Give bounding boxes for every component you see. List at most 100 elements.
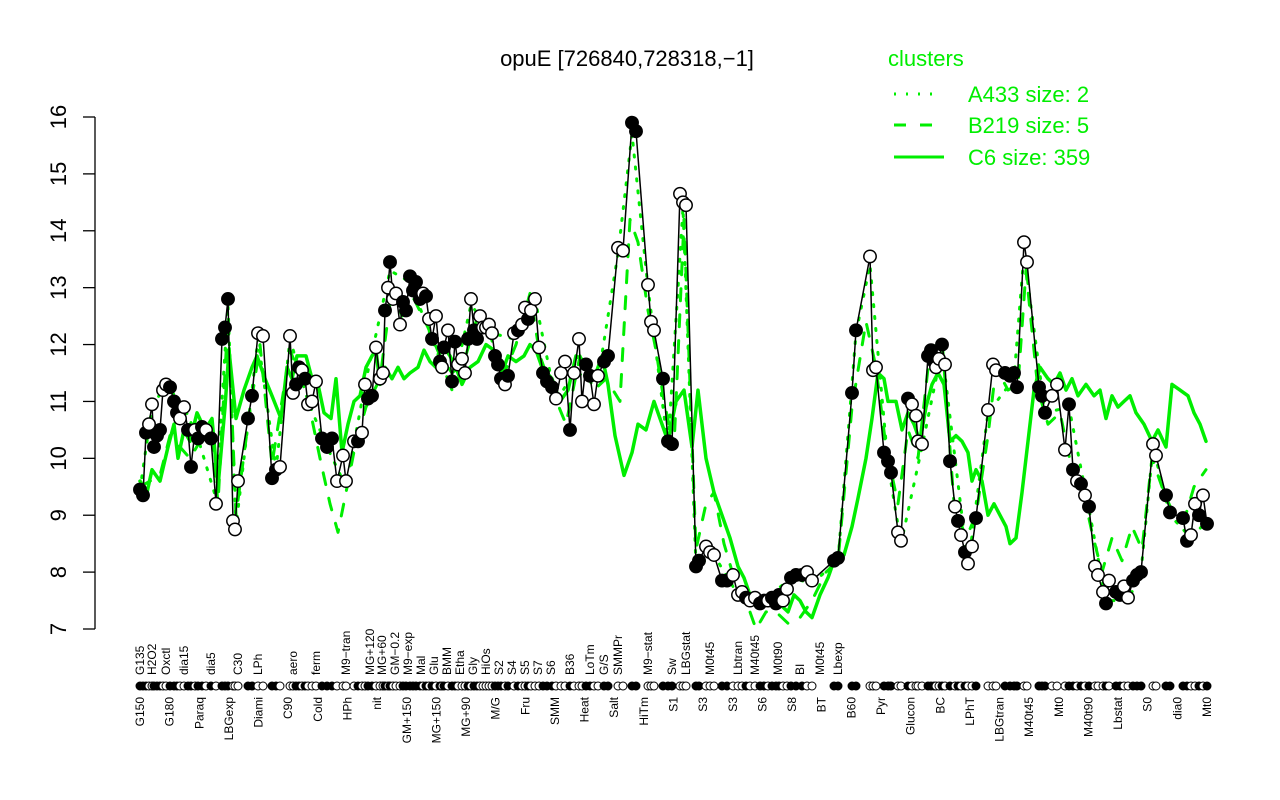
y-tick-label: 10 — [46, 446, 71, 470]
x-label-bottom: Paraq — [192, 697, 206, 729]
data-point — [184, 459, 198, 474]
data-point — [579, 357, 593, 372]
data-point — [549, 391, 563, 406]
x-label-top: G/S — [597, 654, 611, 675]
x-label-bottom: S3 — [726, 697, 740, 712]
data-point — [358, 377, 372, 392]
x-label-top: MG+120 — [363, 628, 377, 675]
x-label-bottom: LPhT — [963, 696, 977, 725]
x-label-bottom: M40t45 — [1022, 697, 1036, 737]
x-label-top: SMMPr — [611, 635, 625, 675]
rug-marker — [971, 681, 981, 691]
x-label-bottom: Lbstat — [1111, 696, 1125, 729]
data-point — [1134, 565, 1148, 580]
x-label-bottom: LBGtran — [993, 697, 1007, 742]
data-point — [147, 440, 161, 454]
data-point — [365, 388, 379, 403]
rug-marker — [807, 681, 817, 691]
x-label-top: Lbexp — [831, 642, 845, 675]
x-label-top: MG+60 — [375, 635, 389, 675]
legend: clusters A433 size: 2 B219 size: 5 C6 si… — [888, 46, 1090, 170]
data-point — [849, 323, 863, 338]
rug-marker — [618, 681, 628, 691]
data-point — [221, 292, 235, 306]
data-point — [1149, 448, 1163, 463]
data-point — [776, 593, 790, 608]
data-point — [591, 368, 605, 383]
data-point — [1010, 380, 1024, 395]
x-label-top: M0t45 — [703, 641, 717, 675]
data-point — [905, 397, 919, 412]
data-point — [656, 371, 670, 386]
data-point — [1163, 505, 1177, 520]
data-point — [938, 357, 952, 372]
x-label-top: Gly — [466, 657, 480, 675]
y-tick-label: 12 — [46, 332, 71, 356]
x-label-top: M9−exp — [401, 632, 415, 675]
x-label-bottom: Diami — [252, 697, 266, 728]
y-tick-label: 14 — [46, 219, 71, 243]
data-point — [575, 394, 589, 409]
data-point — [884, 465, 898, 480]
x-label-top: BI — [793, 664, 807, 675]
data-point — [629, 124, 643, 139]
data-point — [1146, 437, 1160, 452]
x-label-top: M9−stat — [641, 631, 655, 675]
data-point — [491, 357, 505, 372]
data-point — [355, 425, 369, 440]
rug-marker — [1202, 681, 1212, 691]
data-point — [218, 320, 232, 335]
x-label-top: GM−0.2 — [388, 632, 402, 675]
data-point — [445, 374, 459, 389]
data-point — [558, 354, 572, 369]
data-point — [309, 374, 323, 389]
chart-title: opuE [726840,728318,−1] — [500, 46, 754, 71]
data-point — [1038, 405, 1052, 420]
rug-marker — [681, 681, 691, 691]
data-point — [325, 431, 339, 446]
x-label-bottom: BT — [815, 696, 829, 712]
x-label-bottom: SMM — [548, 697, 562, 725]
x-label-bottom: C90 — [281, 697, 295, 719]
data-point — [1078, 488, 1092, 503]
rug-marker — [341, 681, 351, 691]
x-label-top: M40t45 — [748, 635, 762, 675]
rug-marker — [709, 681, 719, 691]
x-label-top: BMM — [440, 647, 454, 675]
data-point — [173, 411, 187, 426]
x-label-top: LoTm — [583, 644, 597, 675]
data-point — [545, 380, 559, 395]
data-point — [209, 496, 223, 511]
x-label-bottom: MG+150 — [429, 697, 443, 744]
data-point — [831, 550, 845, 565]
data-point — [587, 397, 601, 412]
data-point — [1159, 488, 1173, 503]
data-point — [145, 397, 159, 412]
data-point — [948, 499, 962, 514]
x-label-top: HiOs — [479, 648, 493, 675]
data-point — [429, 309, 443, 324]
x-label-bottom: B60 — [844, 697, 858, 719]
y-tick-label: 9 — [46, 509, 71, 521]
data-point — [1007, 366, 1021, 380]
x-label-top: S4 — [505, 660, 519, 675]
data-point — [177, 400, 191, 415]
data-point — [435, 360, 449, 375]
x-label-bottom: BC — [933, 697, 947, 714]
data-point — [425, 331, 439, 346]
data-point — [951, 513, 965, 528]
data-point — [935, 337, 949, 352]
x-label-bottom: nit — [370, 696, 384, 709]
data-point — [1102, 573, 1116, 588]
x-label-top: G135 — [133, 645, 147, 675]
x-label-top: LBGstat — [679, 631, 693, 675]
data-point — [665, 437, 679, 452]
data-point — [1099, 596, 1113, 611]
data-point — [915, 437, 929, 452]
x-label-top: M0t90 — [771, 641, 785, 675]
x-label-bottom: Heat — [578, 696, 592, 722]
rug-marker — [851, 681, 861, 691]
y-tick-label: 8 — [46, 566, 71, 578]
rug-marker — [1052, 681, 1062, 691]
